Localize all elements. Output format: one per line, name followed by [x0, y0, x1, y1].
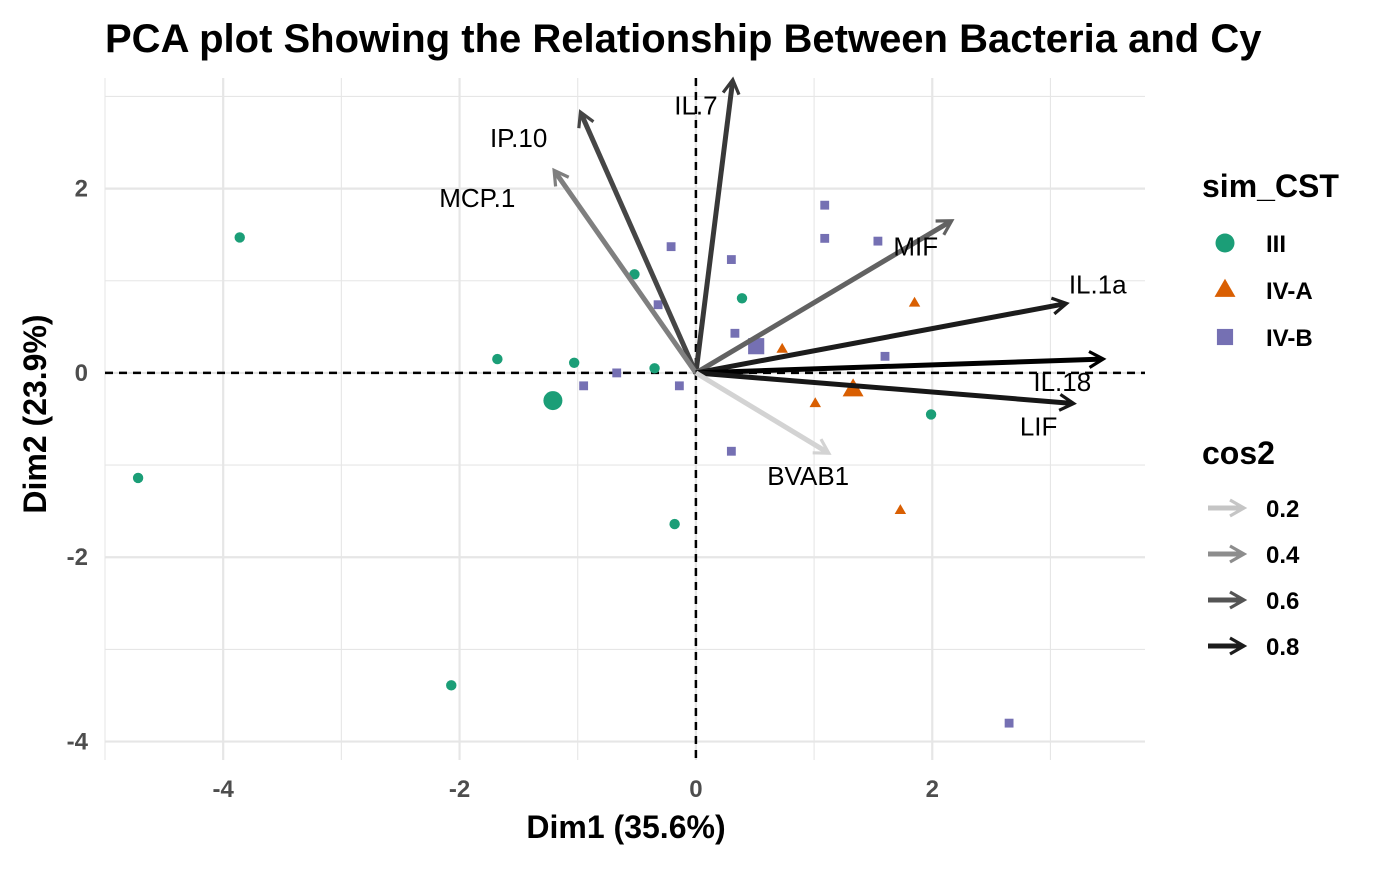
variable-arrow-mcp-1	[552, 167, 698, 375]
data-point-iv-b	[612, 368, 622, 378]
data-point-iv-b	[666, 242, 676, 252]
legend-label-iv-b: IV-B	[1266, 325, 1313, 352]
y-tick-label: -2	[67, 544, 88, 571]
x-axis-title: Dim1 (35.6%)	[526, 809, 725, 845]
tick-labels: -4 -2 0 2 -4 -2 0 2	[67, 176, 939, 803]
variable-label: IL.7	[674, 91, 717, 121]
legend-key-iv-b	[1216, 328, 1234, 346]
data-point-iv-b	[726, 255, 736, 264]
variable-arrow-il-1a	[695, 296, 1070, 376]
legend-label-iv-a: IV-A	[1266, 278, 1313, 305]
legend-cos2-label: 0.6	[1266, 588, 1299, 615]
legend-key-iii	[1215, 233, 1235, 253]
variable-label: IL.18	[1033, 367, 1091, 397]
legend-label-iii: III	[1266, 231, 1286, 258]
grid-lines	[104, 78, 1145, 760]
legend-cos2-label: 0.4	[1266, 542, 1300, 569]
variable-arrows	[552, 76, 1107, 455]
variable-label: IP.10	[490, 123, 547, 153]
variable-label: IL.1a	[1069, 269, 1127, 299]
data-point-iv-b	[579, 381, 589, 391]
group-mean-iii	[543, 391, 563, 411]
data-point-iv-a	[776, 342, 788, 353]
chart-title: PCA plot Showing the Relationship Betwee…	[105, 17, 1262, 61]
data-point-iii	[132, 472, 144, 484]
reference-lines	[105, 78, 1145, 760]
variable-arrow-il-7	[693, 76, 741, 374]
data-point-iv-a	[809, 397, 822, 408]
data-point-iii	[568, 357, 580, 368]
data-point-iv-a	[894, 504, 907, 514]
variable-arrow-bvab1	[694, 370, 832, 455]
data-point-iv-b	[653, 300, 663, 310]
variable-arrow-il-18	[695, 350, 1107, 376]
data-point-iii	[649, 363, 660, 374]
data-point-iii	[234, 232, 245, 243]
data-point-iv-a	[908, 296, 921, 307]
data-point-iii	[736, 293, 748, 304]
y-axis-title: Dim2 (23.9%)	[17, 314, 53, 513]
data-point-iv-b	[820, 200, 830, 210]
legend-key-iv-a	[1214, 278, 1236, 297]
x-tick-label: 0	[689, 776, 702, 803]
y-tick-label: 2	[75, 176, 88, 203]
individual-points	[132, 200, 1014, 728]
legend-cos2-label: 0.8	[1266, 634, 1299, 661]
variable-label: MIF	[893, 232, 938, 262]
legend-cos2-label: 0.2	[1266, 496, 1299, 523]
data-point-iii	[492, 353, 503, 365]
y-tick-label: -4	[67, 729, 89, 756]
data-point-iv-b	[674, 381, 684, 391]
variable-label: MCP.1	[439, 183, 515, 213]
y-tick-label: 0	[75, 360, 88, 387]
x-tick-label: 2	[926, 776, 939, 803]
variable-arrow-ip-10	[577, 109, 699, 374]
variable-label: LIF	[1020, 411, 1058, 441]
legend-shape-title: sim_CST	[1202, 168, 1339, 204]
data-point-iv-b	[1004, 718, 1014, 728]
legend: sim_CST cos2 III IV-A IV-B 0.2 0.4 0.6 0.8	[1202, 168, 1339, 661]
data-point-iv-b	[726, 446, 736, 456]
data-point-iv-b	[873, 236, 883, 246]
variable-label: BVAB1	[767, 461, 849, 491]
data-point-iv-b	[880, 351, 890, 361]
data-point-iv-b	[820, 233, 830, 243]
data-point-iii	[669, 518, 680, 530]
data-point-iii	[629, 269, 640, 280]
variable-arrow-lif	[695, 370, 1077, 412]
data-point-iv-b	[730, 328, 740, 338]
x-tick-label: -4	[213, 776, 235, 803]
variable-labels: IL.7 IP.10 MCP.1 MIF IL.1a IL.18 LIF BVAB1	[439, 91, 1127, 491]
data-point-iii	[925, 409, 937, 420]
variable-arrow-mif	[694, 219, 955, 376]
x-tick-label: -2	[449, 776, 470, 803]
legend-cos2-title: cos2	[1202, 435, 1275, 471]
data-point-iii	[446, 680, 457, 691]
